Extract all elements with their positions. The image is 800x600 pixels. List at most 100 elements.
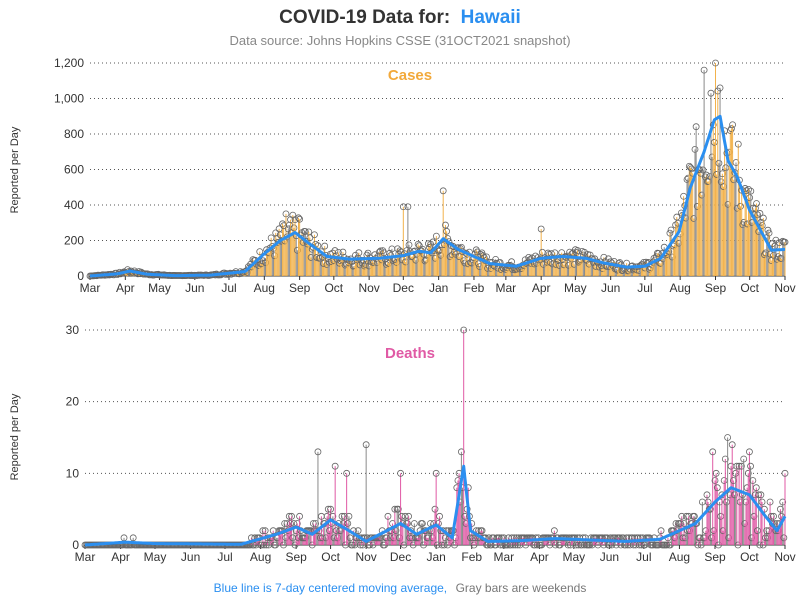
cases-daily-marker <box>339 248 347 256</box>
cases-daily-bar <box>759 213 761 276</box>
cases-daily-bar <box>590 258 592 276</box>
deaths-daily-bar <box>429 523 431 545</box>
deaths-daily-bar <box>266 537 268 545</box>
deaths-daily-bar <box>375 537 377 545</box>
cases-panel-title: Cases <box>388 67 432 84</box>
cases-daily-bar <box>466 254 468 276</box>
deaths-x-tick-label: Apr <box>111 550 130 564</box>
deaths-daily-bar <box>346 473 348 545</box>
cases-daily-bar <box>441 244 443 276</box>
cases-daily-bar <box>558 265 560 276</box>
cases-daily-bar <box>423 254 425 276</box>
cases-daily-bar <box>715 63 716 276</box>
deaths-daily-bar <box>445 530 447 545</box>
deaths-daily-bar <box>766 530 768 545</box>
cases-daily-bar <box>784 242 786 276</box>
cases-daily-bar <box>653 258 655 276</box>
cases-daily-bar <box>496 263 498 276</box>
cases-daily-bar <box>390 255 392 276</box>
cases-daily-bar <box>643 262 645 276</box>
cases-daily-marker <box>667 226 675 234</box>
deaths-daily-bar <box>568 537 570 545</box>
deaths-daily-bar <box>571 537 573 545</box>
cases-daily-bar <box>334 250 336 276</box>
deaths-daily-bar <box>332 516 334 545</box>
deaths-daily-marker <box>728 441 736 449</box>
cases-x-tick-label: Aug <box>670 281 691 295</box>
cases-daily-bar <box>407 206 409 276</box>
deaths-daily-bar <box>292 537 294 545</box>
deaths-daily-marker <box>682 512 690 520</box>
deaths-daily-marker <box>397 469 404 477</box>
cases-daily-bar <box>411 256 413 276</box>
cases-daily-bar <box>677 223 679 276</box>
cases-daily-bar <box>447 238 449 276</box>
cases-daily-bar <box>472 259 474 276</box>
deaths-daily-bar <box>781 516 783 545</box>
deaths-daily-marker <box>709 448 717 456</box>
cases-daily-bar <box>290 219 292 276</box>
cases-daily-bar <box>250 264 252 276</box>
cases-daily-bar <box>267 252 269 276</box>
cases-daily-bar <box>451 254 453 276</box>
cases-daily-bar <box>333 260 335 276</box>
deaths-daily-bar <box>682 537 684 545</box>
cases-daily-marker <box>700 66 708 74</box>
cases-daily-bar <box>697 169 699 276</box>
cases-daily-bar <box>399 250 401 276</box>
cases-daily-bar <box>684 205 686 276</box>
cases-daily-bar <box>340 260 342 276</box>
deaths-daily-bar <box>584 537 586 545</box>
cases-daily-bar <box>611 262 613 276</box>
cases-daily-bar <box>644 267 646 276</box>
deaths-daily-bar <box>460 451 462 545</box>
cases-daily-bar <box>519 268 521 276</box>
cases-daily-bar <box>421 250 423 276</box>
deaths-daily-bar <box>310 530 312 545</box>
cases-daily-bar <box>546 262 548 276</box>
deaths-daily-bar <box>322 537 324 545</box>
deaths-daily-bar <box>307 530 309 545</box>
deaths-daily-bar <box>402 523 404 545</box>
cases-daily-marker <box>484 264 492 272</box>
deaths-daily-bar <box>316 530 318 545</box>
cases-daily-bar <box>237 273 239 276</box>
deaths-daily-bar <box>408 516 410 545</box>
deaths-daily-marker <box>694 541 702 549</box>
cases-y-tick-label: 1,000 <box>54 92 84 106</box>
deaths-daily-bar <box>736 466 738 545</box>
deaths-daily-bar <box>314 530 316 545</box>
deaths-daily-bar <box>566 537 568 545</box>
cases-daily-bar <box>319 258 321 276</box>
cases-daily-bar <box>393 259 395 276</box>
cases-daily-bar <box>410 256 412 276</box>
cases-daily-marker <box>581 248 588 256</box>
deaths-daily-bar <box>330 509 332 545</box>
cases-daily-bar <box>509 265 511 276</box>
deaths-daily-marker <box>757 491 765 499</box>
cases-daily-bar <box>552 263 554 276</box>
deaths-daily-bar <box>465 523 467 545</box>
deaths-x-tick-label: Jun <box>600 550 619 564</box>
cases-daily-bar <box>773 255 775 276</box>
cases-daily-bar <box>429 247 431 276</box>
deaths-daily-bar <box>398 537 400 545</box>
deaths-daily-bar <box>287 530 289 545</box>
deaths-daily-bar <box>683 523 685 545</box>
chart-subtitle: Data source: Johns Hopkins CSSE (31OCT20… <box>229 33 570 48</box>
cases-daily-bar <box>696 206 698 276</box>
cases-daily-bar <box>260 264 262 276</box>
cases-daily-bar <box>323 263 325 276</box>
cases-daily-bar <box>247 266 249 276</box>
cases-daily-bar <box>663 247 665 276</box>
cases-daily-bar <box>709 176 711 276</box>
cases-daily-bar <box>366 255 368 276</box>
cases-daily-bar <box>454 251 456 276</box>
cases-daily-bar <box>286 236 288 276</box>
deaths-daily-bar <box>576 537 578 545</box>
cases-daily-bar <box>448 241 450 276</box>
deaths-daily-bar <box>746 487 748 545</box>
cases-daily-bar <box>349 260 351 276</box>
deaths-daily-bar <box>479 537 481 545</box>
cases-daily-bar <box>446 231 448 276</box>
